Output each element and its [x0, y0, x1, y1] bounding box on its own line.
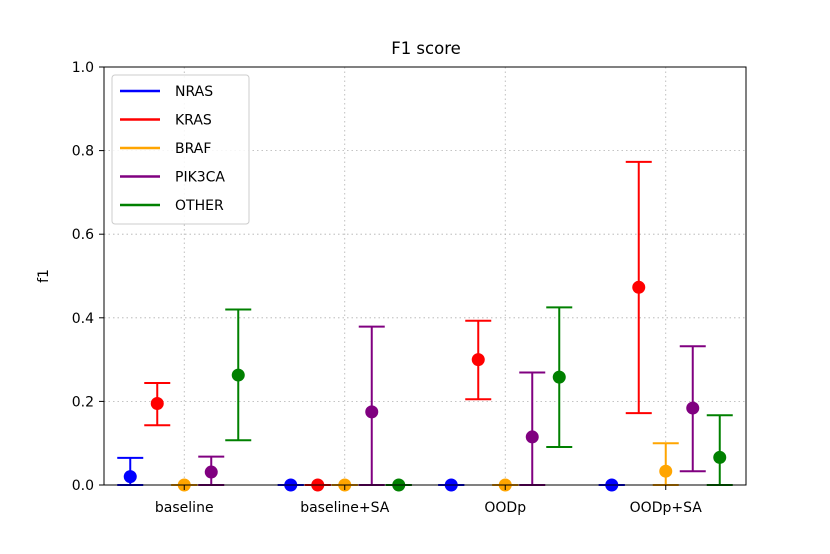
point-other	[713, 450, 727, 464]
point-other	[552, 370, 566, 384]
point-kras	[471, 353, 485, 367]
y-tick-label: 0.8	[72, 144, 94, 160]
plot-frame	[103, 66, 747, 486]
legend-label: KRAS	[175, 113, 212, 129]
legend-label: BRAF	[175, 141, 211, 157]
point-other	[231, 368, 245, 382]
y-tick-label: 0.0	[72, 478, 94, 494]
legend-label: NRAS	[175, 84, 213, 100]
legend-box	[111, 74, 250, 225]
chart-title: F1 score	[391, 39, 461, 58]
point-kras	[150, 396, 164, 410]
y-tick-label: 0.6	[72, 227, 94, 243]
x-tick-label: OODp+SA	[630, 500, 703, 516]
x-tick-label: OODp	[484, 500, 526, 516]
y-tick-label: 0.4	[72, 311, 94, 327]
point-kras	[632, 280, 646, 294]
point-braf	[659, 464, 673, 478]
point-pik3ca	[365, 405, 379, 419]
legend-label: PIK3CA	[175, 170, 225, 186]
data-points	[123, 280, 727, 492]
x-tick-label: baseline+SA	[300, 500, 390, 516]
point-pik3ca	[686, 401, 700, 415]
legend: NRAS KRAS BRAF PIK3CA OTHER	[111, 74, 250, 225]
y-tick-label: 1.0	[72, 60, 94, 76]
point-nras	[123, 470, 137, 484]
x-tick-label: baseline	[155, 500, 214, 516]
y-tick-label: 0.2	[72, 394, 94, 410]
point-pik3ca	[525, 430, 539, 444]
y-axis-label: f1	[36, 269, 52, 283]
legend-label: OTHER	[175, 198, 224, 214]
point-pik3ca	[204, 465, 218, 479]
axis-ticks: 0.0 0.2 0.4 0.6 0.8 1.0 baseline baseline+SA OOD…	[72, 60, 703, 516]
